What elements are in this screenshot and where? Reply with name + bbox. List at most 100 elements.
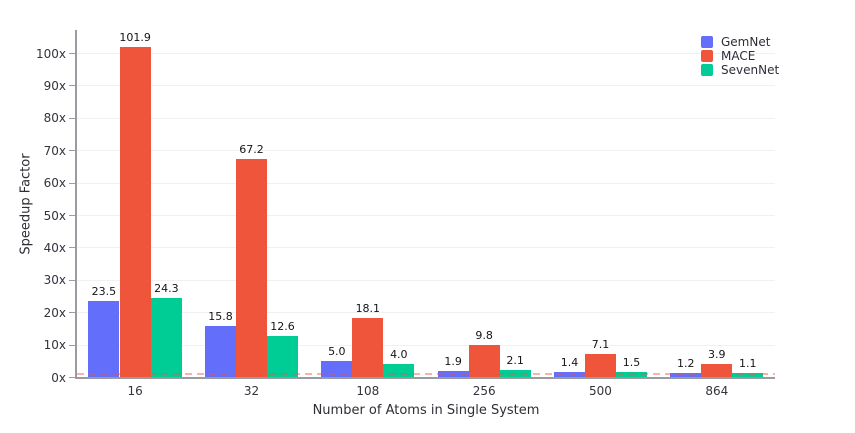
y-tick-label: 70x	[43, 143, 66, 158]
bar-value-label: 1.1	[739, 357, 757, 371]
y-axis-title: Speedup Factor	[18, 153, 34, 255]
y-tick-label: 10x	[43, 338, 66, 353]
y-tick-label: 80x	[43, 111, 66, 126]
legend-item-mace[interactable]: MACE	[701, 50, 779, 62]
bar-value-label: 101.9	[119, 30, 151, 44]
bar-value-label: 9.8	[475, 329, 493, 343]
bar-group-108: 5.0 18.1 4.0	[310, 30, 426, 377]
y-tick-mark	[69, 215, 75, 216]
bar-gemnet-256[interactable]	[437, 370, 469, 377]
bar-sevennet-16[interactable]	[150, 298, 182, 377]
bar-value-label: 1.5	[622, 356, 641, 370]
plot-area: 23.5 101.9 24.3 15.8 67.2 12.6 5.0 18.1 4.0 1.9 9.…	[75, 30, 775, 379]
x-tick-label-32: 32	[243, 384, 260, 398]
gridline	[77, 85, 775, 87]
y-tick-mark	[69, 182, 75, 184]
bar-wrap: 101.9	[119, 32, 151, 377]
legend-label: GemNet	[721, 35, 771, 49]
bar-wrap: 12.6	[266, 320, 298, 377]
gridline	[77, 247, 775, 249]
legend-swatch-sevennet	[701, 64, 713, 76]
bar-gemnet-864[interactable]	[670, 373, 702, 377]
bar-mace-256[interactable]	[468, 345, 500, 377]
gridline	[77, 312, 775, 314]
bar-wrap: 67.2	[235, 143, 267, 377]
y-tick-mark	[69, 279, 75, 281]
x-tick-label-500: 500	[589, 384, 612, 398]
gridline	[77, 150, 775, 152]
legend-swatch-mace	[701, 50, 713, 62]
bar-wrap: 3.9	[701, 348, 733, 377]
bar-sevennet-864[interactable]	[732, 373, 764, 377]
bar-value-label: 1.2	[677, 357, 695, 371]
y-tick-mark	[69, 247, 75, 249]
bar-mace-864[interactable]	[701, 364, 733, 377]
bar-wrap: 5.0	[321, 346, 353, 377]
bar-wrap: 1.2	[670, 357, 702, 377]
x-tick-label-16: 16	[127, 384, 143, 398]
bar-group-32: 15.8 67.2 12.6	[193, 30, 309, 377]
gridline	[77, 117, 775, 119]
y-tick-label: 30x	[43, 273, 66, 288]
bar-wrap: 24.3	[150, 282, 182, 377]
bar-gemnet-108[interactable]	[321, 360, 353, 377]
y-tick-label: 60x	[43, 176, 66, 191]
legend-item-gemnet[interactable]: GemNet	[701, 36, 779, 48]
bar-gemnet-32[interactable]	[204, 325, 236, 377]
y-tick-mark	[69, 344, 75, 346]
bar-groups: 23.5 101.9 24.3 15.8 67.2 12.6 5.0 18.1 4.0 1.9 9.…	[77, 30, 775, 377]
bar-group-500: 1.4 7.1 1.5	[542, 30, 658, 377]
bar-mace-108[interactable]	[352, 318, 384, 377]
bar-wrap: 23.5	[88, 284, 120, 377]
gridline	[77, 53, 775, 54]
bar-value-label: 12.6	[270, 320, 295, 334]
bar-wrap: 2.1	[499, 354, 531, 377]
y-tick-mark	[69, 312, 75, 314]
bar-wrap: 1.5	[615, 356, 647, 377]
bar-sevennet-108[interactable]	[383, 364, 415, 377]
y-tick-label: 40x	[43, 240, 66, 255]
legend-swatch-gemnet	[701, 36, 713, 48]
gridline	[77, 182, 775, 184]
bar-mace-32[interactable]	[235, 159, 267, 377]
bar-wrap: 1.4	[553, 356, 585, 377]
bar-group-256: 1.9 9.8 2.1	[426, 30, 542, 377]
legend-label: SevenNet	[721, 63, 780, 77]
bar-value-label: 18.1	[355, 302, 381, 316]
x-axis-ticks: 16 32 108 256 500 864	[77, 384, 775, 398]
y-tick-label: 20x	[43, 305, 66, 320]
bar-value-label: 67.2	[239, 143, 264, 157]
bar-value-label: 3.9	[708, 348, 726, 362]
bar-value-label: 1.9	[444, 354, 462, 368]
legend-item-sevennet[interactable]: SevenNet	[701, 64, 779, 76]
bar-mace-500[interactable]	[584, 354, 616, 377]
bar-sevennet-500[interactable]	[615, 372, 647, 377]
bar-value-label: 23.5	[91, 284, 117, 298]
bar-sevennet-256[interactable]	[499, 370, 531, 377]
legend: GemNet MACE SevenNet	[701, 36, 779, 76]
x-tick-label-864: 864	[705, 384, 729, 398]
bar-sevennet-32[interactable]	[266, 336, 298, 377]
bar-value-label: 1.4	[560, 356, 579, 370]
y-tick-mark	[69, 117, 75, 119]
y-tick-label: 100x	[35, 46, 66, 61]
y-tick-mark	[69, 377, 75, 378]
bar-wrap: 9.8	[468, 329, 500, 377]
bar-mace-16[interactable]	[119, 46, 151, 377]
bar-value-label: 2.1	[506, 354, 524, 368]
gridline	[77, 279, 775, 281]
bar-value-label: 24.3	[154, 282, 179, 296]
bar-gemnet-500[interactable]	[553, 372, 585, 377]
bar-gemnet-16[interactable]	[88, 300, 120, 377]
bar-value-label: 4.0	[390, 348, 408, 362]
gridline	[77, 344, 775, 346]
y-tick-label: 0x	[51, 370, 66, 385]
y-tick-mark	[69, 85, 75, 87]
y-tick-mark	[69, 53, 75, 54]
x-tick-label-256: 256	[472, 384, 496, 398]
gridline	[77, 215, 775, 216]
bar-group-864: 1.2 3.9 1.1	[659, 30, 775, 377]
bar-wrap: 1.1	[732, 357, 764, 377]
bar-value-label: 7.1	[591, 338, 610, 351]
